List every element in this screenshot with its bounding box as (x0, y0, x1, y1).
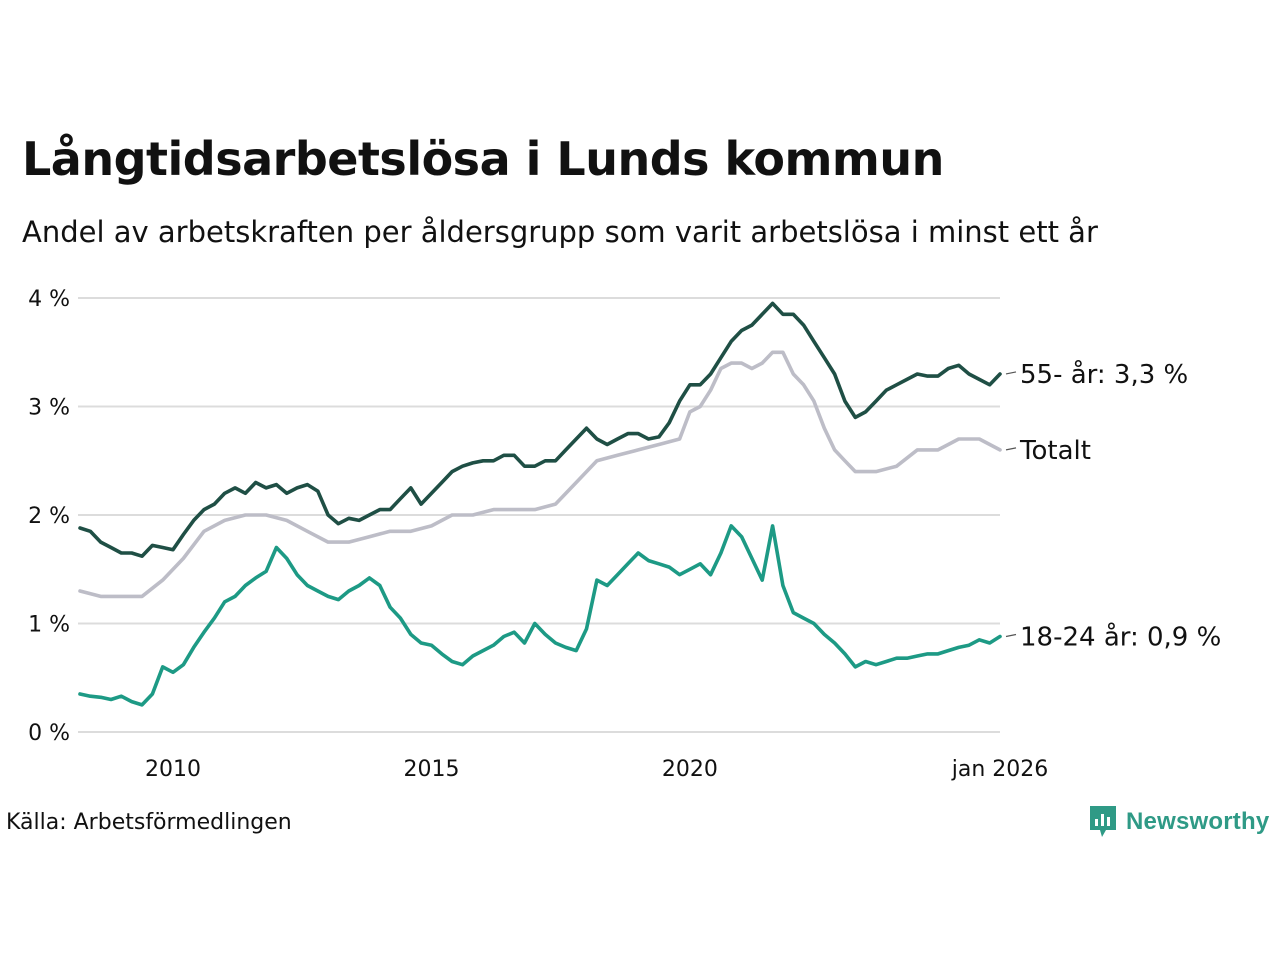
end-label-leader (1005, 633, 1017, 638)
x-tick-label: 2015 (403, 757, 459, 782)
series-line-totalt (78, 350, 1002, 599)
tick-layer: 0 % 1 % 2 % 3 % 4 % 2010 2015 2020 jan 2026 (28, 287, 1048, 782)
chart-subtitle: Andel av arbetskraften per åldersgrupp s… (22, 215, 1098, 249)
x-tick-label: 2010 (145, 757, 201, 782)
brand-name: Newsworthy (1126, 808, 1270, 835)
end-label-leader (1005, 371, 1017, 375)
end-label-18-24-r: 18-24 år: 0,9 % (1020, 622, 1221, 653)
grid-layer (78, 297, 1000, 733)
end-label-totalt: Totalt (1019, 436, 1091, 466)
newsworthy-icon (1090, 806, 1116, 837)
series-line-18-24-r (78, 524, 1002, 707)
end-label-55-r: 55- år: 3,3 % (1020, 359, 1188, 390)
x-tick-label: 2020 (662, 757, 718, 782)
y-tick-label: 2 % (28, 504, 70, 529)
x-tick-label: jan 2026 (951, 757, 1049, 782)
source-note: Källa: Arbetsförmedlingen (6, 810, 292, 835)
series-line-55-r (78, 301, 1002, 558)
brand-logo[interactable]: Newsworthy (1088, 804, 1269, 840)
y-tick-label: 3 % (28, 396, 70, 421)
end-label-layer: 55- år: 3,3 % Totalt 18-24 år: 0,9 % (1005, 359, 1221, 653)
y-tick-label: 0 % (28, 721, 70, 746)
y-tick-label: 1 % (28, 613, 70, 638)
series-layer (78, 301, 1002, 707)
y-tick-label: 4 % (28, 287, 70, 312)
chart-title: Långtidsarbetslösa i Lunds kommun (22, 132, 944, 186)
end-label-leader (1005, 447, 1017, 451)
